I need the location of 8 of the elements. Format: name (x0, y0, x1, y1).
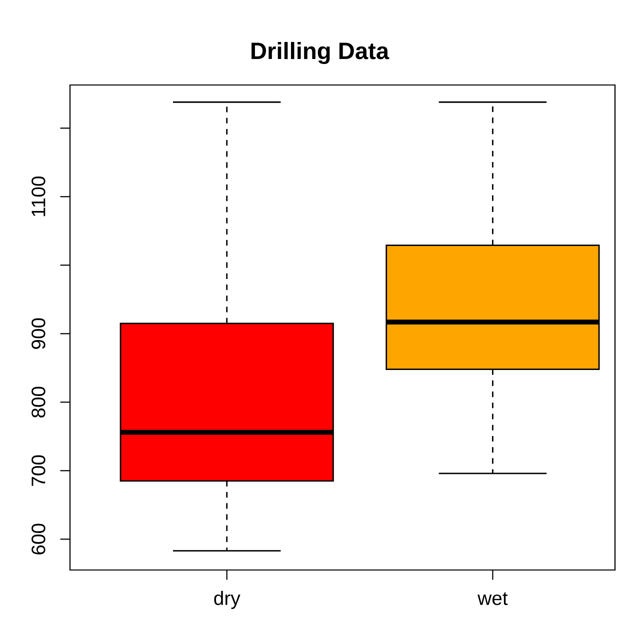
chart-title: Drilling Data (252, 42, 390, 64)
y-tick-label: 800 (32, 386, 46, 418)
y-tick-label: 900 (32, 318, 46, 349)
x-tick-label: wet (478, 592, 508, 606)
y-tick-label: 600 (32, 524, 46, 554)
y-tick-label: 700 (32, 455, 46, 486)
x-tick-label: dry (214, 590, 240, 609)
y-tick-label: 1100 (32, 176, 46, 216)
